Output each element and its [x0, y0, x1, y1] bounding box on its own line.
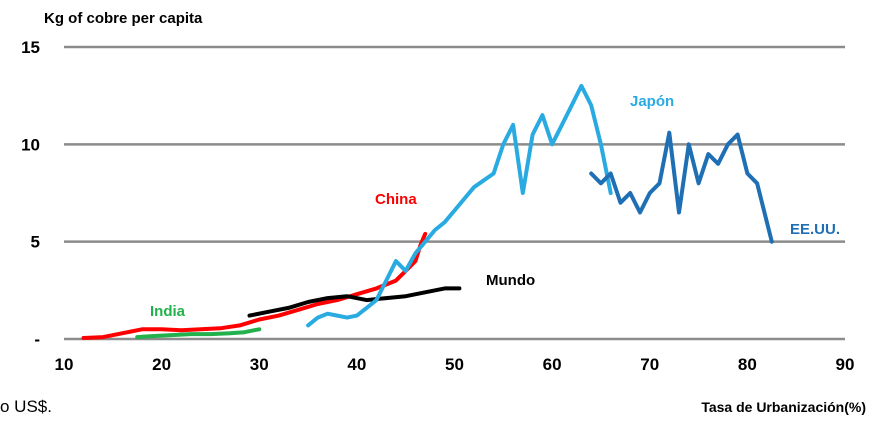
- x-tick-label: 80: [738, 355, 757, 374]
- x-tick-label: 20: [152, 355, 171, 374]
- x-tick-label: 30: [250, 355, 269, 374]
- x-tick-label: 70: [640, 355, 659, 374]
- x-tick-label: 90: [836, 355, 855, 374]
- series-line-mundo: [247, 286, 462, 318]
- gridlines: [64, 45, 845, 341]
- x-tick-labels: 10 20 30 40 50 60 70 80 90: [55, 355, 855, 374]
- series-line-india: [135, 327, 262, 340]
- y-tick-labels: - 5 10 15: [21, 38, 40, 349]
- x-tick-label: 60: [543, 355, 562, 374]
- y-tick-label: 15: [21, 38, 40, 57]
- y-tick-label: -: [34, 330, 40, 349]
- series-lines: [81, 83, 774, 340]
- x-tick-label: 50: [445, 355, 464, 374]
- series-line-china: [81, 231, 428, 340]
- series-label: Japón: [630, 93, 674, 110]
- series-label: Mundo: [486, 272, 535, 289]
- series-label: India: [150, 303, 186, 320]
- series-label: EE.UU.: [790, 221, 840, 238]
- y-tick-label: 5: [31, 233, 40, 252]
- series-labels: India China Mundo Japón EE.UU.: [150, 93, 840, 320]
- footnote: o US$.: [0, 397, 52, 416]
- y-axis-title: Kg of cobre per capita: [44, 10, 203, 27]
- x-tick-label: 40: [347, 355, 366, 374]
- series-label: China: [375, 191, 417, 208]
- x-tick-label: 10: [55, 355, 74, 374]
- x-axis-title: Tasa de Urbanización(%): [701, 399, 866, 415]
- series-line-jap-n: [306, 83, 613, 328]
- y-tick-label: 10: [21, 135, 40, 154]
- series-line-ee-uu-: [589, 130, 774, 244]
